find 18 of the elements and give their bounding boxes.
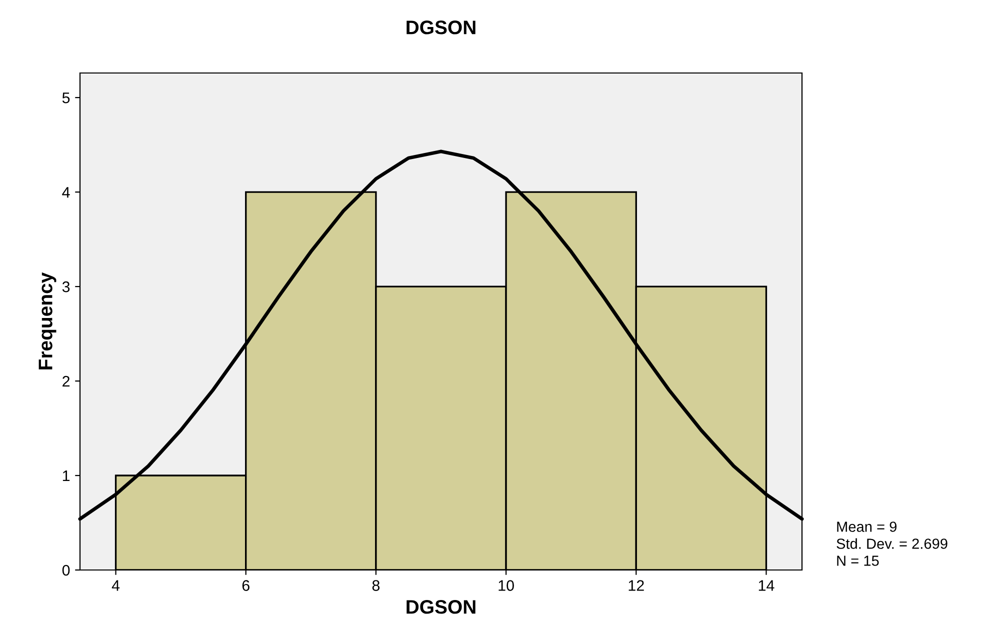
y-tick-label: 2 [62,376,70,387]
y-axis-title: Frequency [38,272,56,370]
text: Std. Dev. = 2.699 [836,538,948,549]
x-tick-label: 12 [628,580,644,591]
x-tick-label: 10 [498,580,514,591]
x-tick-label: 14 [758,580,774,591]
y-tick-label: 3 [62,281,70,292]
chart-title: DGSON [406,20,476,34]
x-tick-label: 8 [372,580,380,591]
y-tick-label: 5 [62,92,70,104]
text: N = 15 [837,556,879,566]
x-tick-label: 4 [112,580,120,591]
x-tick-label: 6 [242,580,250,591]
text: Mean = 9 [837,522,897,532]
y-tick-label: 0 [62,564,70,576]
y-tick-label: 4 [62,187,70,198]
y-tick-label: 1 [62,470,70,482]
x-axis-title: DGSON [406,600,476,614]
